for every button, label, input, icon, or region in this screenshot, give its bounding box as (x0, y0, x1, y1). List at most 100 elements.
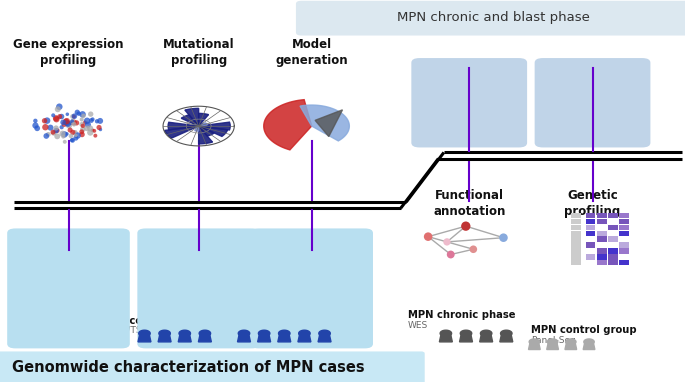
Text: MPN patients are
gentically homoge-
nous with divergent
event-free survival: MPN patients are gentically homoge- nous… (150, 264, 247, 312)
Polygon shape (238, 333, 251, 342)
Polygon shape (299, 330, 310, 337)
Bar (597, 231, 607, 236)
Polygon shape (196, 126, 199, 128)
Point (60, 139, 71, 145)
Point (51, 125, 62, 131)
Bar (597, 236, 607, 242)
Polygon shape (565, 342, 577, 350)
Bar (608, 248, 618, 254)
Text: MPN chronic and blast phase: MPN chronic and blast phase (397, 11, 590, 24)
Point (77, 123, 88, 129)
Polygon shape (199, 123, 203, 126)
Point (54, 104, 65, 110)
Bar (619, 219, 629, 224)
Point (32, 125, 42, 131)
Text: Model
generation: Model generation (275, 38, 348, 67)
Bar (571, 260, 581, 265)
Text: MPN chronic phase: MPN chronic phase (408, 310, 515, 320)
FancyBboxPatch shape (534, 58, 651, 147)
Bar (619, 243, 629, 248)
Bar (619, 213, 629, 218)
Point (82, 125, 92, 131)
Point (48, 112, 59, 118)
Bar (586, 213, 595, 218)
Point (47, 129, 58, 135)
Point (41, 133, 52, 139)
FancyBboxPatch shape (411, 58, 527, 147)
Bar (619, 231, 629, 236)
Point (89, 128, 100, 134)
Point (66, 133, 77, 139)
Polygon shape (258, 333, 271, 342)
Bar (608, 254, 618, 259)
Polygon shape (195, 125, 199, 126)
Polygon shape (547, 342, 558, 350)
Point (45, 125, 56, 131)
Point (51, 115, 62, 121)
Polygon shape (529, 342, 540, 350)
Polygon shape (199, 126, 214, 136)
Point (67, 129, 78, 136)
Bar (586, 260, 595, 265)
Point (59, 121, 70, 127)
Bar (619, 248, 629, 254)
Point (71, 132, 82, 138)
Point (67, 119, 78, 125)
Point (85, 111, 96, 117)
Point (69, 113, 80, 119)
Point (423, 233, 434, 240)
Polygon shape (566, 339, 576, 345)
Polygon shape (178, 333, 191, 342)
Polygon shape (315, 110, 342, 136)
Text: Gain of RAS
pathway
gene
mutations: Gain of RAS pathway gene mutations (440, 79, 498, 127)
Polygon shape (199, 330, 211, 337)
Polygon shape (168, 122, 199, 130)
Point (77, 131, 88, 138)
Polygon shape (530, 339, 540, 345)
Point (61, 118, 72, 124)
Polygon shape (480, 330, 492, 337)
Point (68, 113, 79, 120)
Bar (597, 213, 607, 218)
Bar (619, 254, 629, 259)
Bar (608, 243, 618, 248)
Polygon shape (258, 330, 270, 337)
Point (51, 116, 62, 122)
Polygon shape (164, 126, 199, 138)
Point (52, 133, 63, 139)
Point (40, 124, 51, 130)
Bar (571, 254, 581, 259)
Point (66, 137, 77, 143)
Text: Genomwide characterization of MPN cases: Genomwide characterization of MPN cases (12, 360, 365, 376)
Polygon shape (460, 330, 472, 337)
Point (30, 123, 41, 129)
Polygon shape (583, 342, 595, 350)
Bar (619, 225, 629, 230)
Point (51, 128, 62, 134)
Point (460, 223, 471, 229)
Point (62, 131, 73, 137)
Point (60, 119, 71, 125)
Polygon shape (158, 333, 171, 342)
Bar (586, 254, 595, 259)
Point (68, 120, 79, 126)
Point (67, 113, 78, 120)
Point (79, 120, 90, 126)
Polygon shape (238, 330, 250, 337)
Point (73, 110, 84, 117)
Polygon shape (501, 330, 512, 337)
Point (85, 129, 96, 136)
Bar (608, 260, 618, 265)
Point (71, 120, 82, 126)
Polygon shape (298, 333, 311, 342)
Point (64, 127, 75, 133)
Point (62, 120, 73, 126)
Point (468, 246, 479, 252)
Point (64, 123, 75, 129)
Point (71, 135, 82, 141)
Point (58, 134, 68, 140)
Point (76, 129, 87, 135)
Point (39, 118, 50, 124)
Point (77, 126, 88, 132)
Bar (586, 248, 595, 254)
